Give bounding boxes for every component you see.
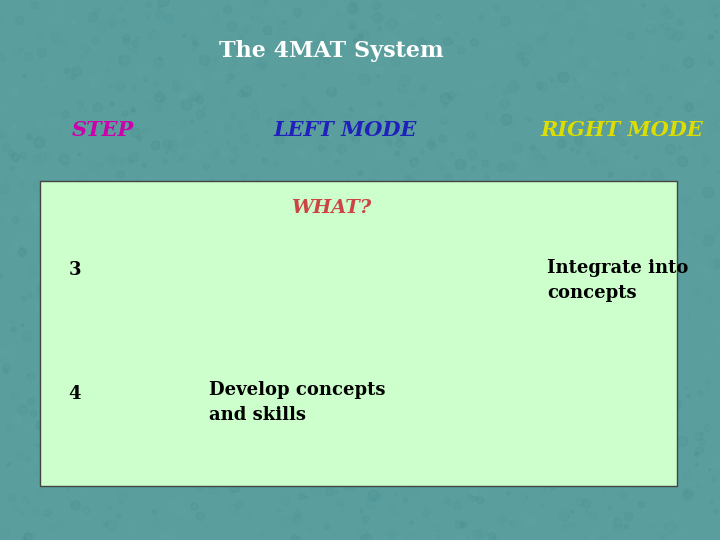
Text: LEFT MODE: LEFT MODE [274,119,417,140]
Text: 4: 4 [68,385,81,403]
Text: 3: 3 [68,261,81,279]
Text: STEP: STEP [72,119,134,140]
Text: RIGHT MODE: RIGHT MODE [540,119,703,140]
Text: Integrate into
concepts: Integrate into concepts [547,259,688,302]
Text: WHAT?: WHAT? [291,199,372,217]
Text: Develop concepts
and skills: Develop concepts and skills [209,381,385,424]
Text: The 4MAT System: The 4MAT System [219,40,444,62]
FancyBboxPatch shape [40,181,677,486]
